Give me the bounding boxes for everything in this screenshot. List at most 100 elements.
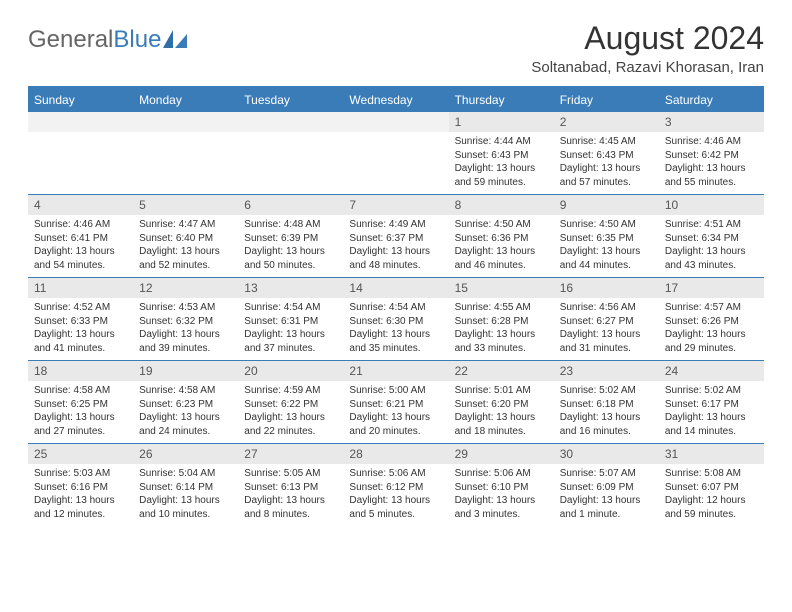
- day-cell: .: [343, 112, 448, 194]
- weekday-header: Wednesday: [343, 88, 448, 112]
- sunrise-text: Sunrise: 4:54 AM: [244, 301, 337, 315]
- day-cell: 31Sunrise: 5:08 AMSunset: 6:07 PMDayligh…: [659, 444, 764, 526]
- day-data: Sunrise: 5:00 AMSunset: 6:21 PMDaylight:…: [343, 381, 448, 442]
- daylight-text: Daylight: 13 hours and 22 minutes.: [244, 411, 337, 438]
- sunset-text: Sunset: 6:43 PM: [455, 149, 548, 163]
- sunrise-text: Sunrise: 4:59 AM: [244, 384, 337, 398]
- daylight-text: Daylight: 13 hours and 59 minutes.: [455, 162, 548, 189]
- day-number: 18: [28, 361, 133, 381]
- day-data: Sunrise: 4:54 AMSunset: 6:31 PMDaylight:…: [238, 298, 343, 359]
- daylight-text: Daylight: 13 hours and 20 minutes.: [349, 411, 442, 438]
- day-number: 19: [133, 361, 238, 381]
- day-cell: 8Sunrise: 4:50 AMSunset: 6:36 PMDaylight…: [449, 195, 554, 277]
- day-number: 6: [238, 195, 343, 215]
- sunset-text: Sunset: 6:30 PM: [349, 315, 442, 329]
- sunset-text: Sunset: 6:33 PM: [34, 315, 127, 329]
- sunrise-text: Sunrise: 4:54 AM: [349, 301, 442, 315]
- day-number: 31: [659, 444, 764, 464]
- day-data: Sunrise: 5:02 AMSunset: 6:17 PMDaylight:…: [659, 381, 764, 442]
- day-number: 14: [343, 278, 448, 298]
- day-cell: 26Sunrise: 5:04 AMSunset: 6:14 PMDayligh…: [133, 444, 238, 526]
- weekday-header: Tuesday: [238, 88, 343, 112]
- sunset-text: Sunset: 6:12 PM: [349, 481, 442, 495]
- weekday-header: Sunday: [28, 88, 133, 112]
- sunset-text: Sunset: 6:31 PM: [244, 315, 337, 329]
- weekday-header: Friday: [554, 88, 659, 112]
- day-cell: 12Sunrise: 4:53 AMSunset: 6:32 PMDayligh…: [133, 278, 238, 360]
- day-number: .: [133, 112, 238, 132]
- sunset-text: Sunset: 6:42 PM: [665, 149, 758, 163]
- daylight-text: Daylight: 13 hours and 1 minute.: [560, 494, 653, 521]
- sunrise-text: Sunrise: 5:01 AM: [455, 384, 548, 398]
- sunrise-text: Sunrise: 4:45 AM: [560, 135, 653, 149]
- day-data: Sunrise: 5:08 AMSunset: 6:07 PMDaylight:…: [659, 464, 764, 525]
- day-number: 9: [554, 195, 659, 215]
- day-data: Sunrise: 5:03 AMSunset: 6:16 PMDaylight:…: [28, 464, 133, 525]
- sunrise-text: Sunrise: 5:02 AM: [560, 384, 653, 398]
- day-data: Sunrise: 4:48 AMSunset: 6:39 PMDaylight:…: [238, 215, 343, 276]
- daylight-text: Daylight: 13 hours and 16 minutes.: [560, 411, 653, 438]
- day-cell: .: [28, 112, 133, 194]
- daylight-text: Daylight: 13 hours and 39 minutes.: [139, 328, 232, 355]
- day-data: Sunrise: 5:02 AMSunset: 6:18 PMDaylight:…: [554, 381, 659, 442]
- sunrise-text: Sunrise: 4:48 AM: [244, 218, 337, 232]
- day-cell: 3Sunrise: 4:46 AMSunset: 6:42 PMDaylight…: [659, 112, 764, 194]
- day-cell: 29Sunrise: 5:06 AMSunset: 6:10 PMDayligh…: [449, 444, 554, 526]
- title-block: August 2024 Soltanabad, Razavi Khorasan,…: [531, 20, 764, 76]
- sunset-text: Sunset: 6:34 PM: [665, 232, 758, 246]
- page-subtitle: Soltanabad, Razavi Khorasan, Iran: [531, 59, 764, 76]
- day-data: Sunrise: 4:56 AMSunset: 6:27 PMDaylight:…: [554, 298, 659, 359]
- sunset-text: Sunset: 6:21 PM: [349, 398, 442, 412]
- sunrise-text: Sunrise: 5:02 AM: [665, 384, 758, 398]
- day-number: 11: [28, 278, 133, 298]
- daylight-text: Daylight: 13 hours and 5 minutes.: [349, 494, 442, 521]
- daylight-text: Daylight: 13 hours and 54 minutes.: [34, 245, 127, 272]
- sunset-text: Sunset: 6:28 PM: [455, 315, 548, 329]
- sunset-text: Sunset: 6:26 PM: [665, 315, 758, 329]
- day-number: 8: [449, 195, 554, 215]
- sunrise-text: Sunrise: 4:47 AM: [139, 218, 232, 232]
- sunrise-text: Sunrise: 4:50 AM: [560, 218, 653, 232]
- sunset-text: Sunset: 6:25 PM: [34, 398, 127, 412]
- daylight-text: Daylight: 13 hours and 52 minutes.: [139, 245, 232, 272]
- day-cell: 17Sunrise: 4:57 AMSunset: 6:26 PMDayligh…: [659, 278, 764, 360]
- day-cell: 22Sunrise: 5:01 AMSunset: 6:20 PMDayligh…: [449, 361, 554, 443]
- daylight-text: Daylight: 13 hours and 27 minutes.: [34, 411, 127, 438]
- day-number: 4: [28, 195, 133, 215]
- day-data: Sunrise: 4:45 AMSunset: 6:43 PMDaylight:…: [554, 132, 659, 193]
- day-number: 13: [238, 278, 343, 298]
- weeks-container: ....1Sunrise: 4:44 AMSunset: 6:43 PMDayl…: [28, 112, 764, 526]
- day-data: Sunrise: 4:44 AMSunset: 6:43 PMDaylight:…: [449, 132, 554, 193]
- sunrise-text: Sunrise: 4:46 AM: [665, 135, 758, 149]
- sunset-text: Sunset: 6:43 PM: [560, 149, 653, 163]
- sunrise-text: Sunrise: 4:56 AM: [560, 301, 653, 315]
- day-data: Sunrise: 5:06 AMSunset: 6:12 PMDaylight:…: [343, 464, 448, 525]
- sunset-text: Sunset: 6:09 PM: [560, 481, 653, 495]
- sunset-text: Sunset: 6:32 PM: [139, 315, 232, 329]
- day-cell: 4Sunrise: 4:46 AMSunset: 6:41 PMDaylight…: [28, 195, 133, 277]
- daylight-text: Daylight: 13 hours and 41 minutes.: [34, 328, 127, 355]
- day-number: 28: [343, 444, 448, 464]
- day-cell: 10Sunrise: 4:51 AMSunset: 6:34 PMDayligh…: [659, 195, 764, 277]
- daylight-text: Daylight: 13 hours and 24 minutes.: [139, 411, 232, 438]
- week-row: 25Sunrise: 5:03 AMSunset: 6:16 PMDayligh…: [28, 443, 764, 526]
- sunrise-text: Sunrise: 4:53 AM: [139, 301, 232, 315]
- sunrise-text: Sunrise: 4:46 AM: [34, 218, 127, 232]
- daylight-text: Daylight: 13 hours and 12 minutes.: [34, 494, 127, 521]
- day-data: Sunrise: 4:50 AMSunset: 6:35 PMDaylight:…: [554, 215, 659, 276]
- day-number: 26: [133, 444, 238, 464]
- sunrise-text: Sunrise: 5:04 AM: [139, 467, 232, 481]
- calendar: Sunday Monday Tuesday Wednesday Thursday…: [28, 86, 764, 526]
- weekday-header: Thursday: [449, 88, 554, 112]
- daylight-text: Daylight: 13 hours and 33 minutes.: [455, 328, 548, 355]
- day-number: 23: [554, 361, 659, 381]
- day-number: 27: [238, 444, 343, 464]
- sunrise-text: Sunrise: 5:06 AM: [349, 467, 442, 481]
- day-cell: 1Sunrise: 4:44 AMSunset: 6:43 PMDaylight…: [449, 112, 554, 194]
- day-cell: .: [238, 112, 343, 194]
- day-number: 22: [449, 361, 554, 381]
- weekday-header: Saturday: [659, 88, 764, 112]
- day-cell: 28Sunrise: 5:06 AMSunset: 6:12 PMDayligh…: [343, 444, 448, 526]
- day-cell: 14Sunrise: 4:54 AMSunset: 6:30 PMDayligh…: [343, 278, 448, 360]
- header: GeneralBlue August 2024 Soltanabad, Raza…: [28, 20, 764, 76]
